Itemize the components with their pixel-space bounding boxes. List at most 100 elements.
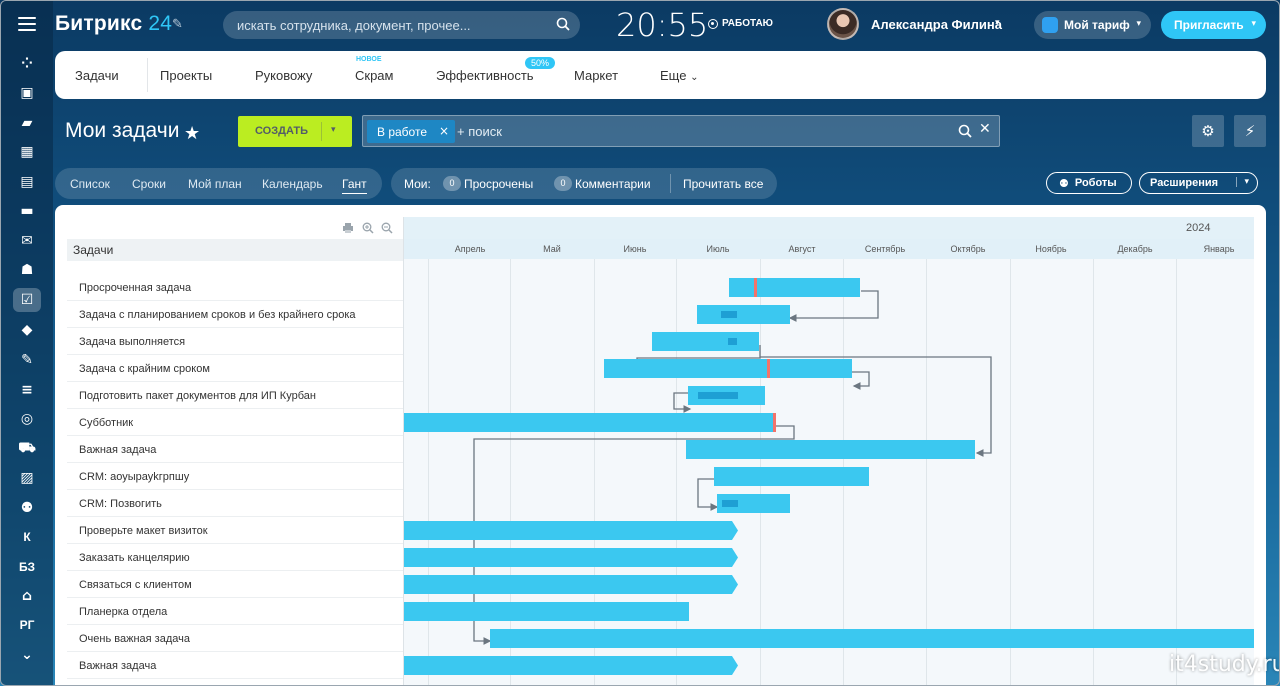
task-bar[interactable] <box>688 386 765 405</box>
task-row[interactable]: Планерка отдела <box>67 598 403 625</box>
pencil-icon[interactable]: ✎ <box>172 17 183 32</box>
zoom-out-icon[interactable] <box>381 222 393 234</box>
tab-scrum[interactable]: Скрам <box>355 68 394 83</box>
view-gantt[interactable]: Гант <box>342 177 367 194</box>
menu-burger-icon[interactable] <box>18 17 36 31</box>
robots-button[interactable]: ⚉ Роботы <box>1046 172 1132 194</box>
search-input[interactable] <box>237 11 547 39</box>
document-icon[interactable]: ▤ <box>20 174 34 190</box>
contacts-icon[interactable]: ▨ <box>20 470 34 486</box>
extensions-button[interactable]: Расширения ▾ <box>1139 172 1258 194</box>
gantt-splitter[interactable] <box>403 217 404 685</box>
bank-icon[interactable]: ⌂ <box>21 588 33 604</box>
cart-icon[interactable]: ⛟ <box>18 440 36 456</box>
task-row[interactable]: Задача с крайним сроком <box>67 355 403 382</box>
task-row[interactable]: Связаться с клиентом <box>67 571 403 598</box>
filter-tag[interactable]: В работе × <box>367 120 455 143</box>
task-bar[interactable] <box>652 332 759 351</box>
funnel-icon[interactable]: ≡ <box>21 382 33 398</box>
task-row[interactable]: Проверьте макет визиток <box>67 517 403 544</box>
task-bar[interactable] <box>729 278 860 297</box>
tab-efficiency[interactable]: Эффективность <box>436 68 534 83</box>
task-row[interactable]: Подготовить пакет документов для ИП Курб… <box>67 382 403 409</box>
task-row[interactable]: Важная задача <box>67 652 403 679</box>
calendar-icon[interactable]: ▦ <box>20 144 34 160</box>
task-bar[interactable] <box>404 413 776 432</box>
task-row[interactable]: Просроченная задача <box>67 274 403 301</box>
target-icon[interactable]: ◎ <box>20 411 34 427</box>
deadline-marker[interactable] <box>767 359 770 378</box>
task-row[interactable]: Заказать канцелярию <box>67 544 403 571</box>
sign-icon[interactable]: ✎ <box>21 352 33 368</box>
rail-rg-icon[interactable]: РГ <box>19 618 35 632</box>
tasks-column-header[interactable]: Задачи <box>67 239 403 261</box>
task-bar[interactable] <box>490 629 1254 648</box>
task-bar[interactable] <box>717 494 790 513</box>
tab-tasks[interactable]: Задачи <box>75 68 119 83</box>
task-bar[interactable] <box>404 521 738 540</box>
chevron-down-icon[interactable]: ▾ <box>995 18 1000 28</box>
brand-logo[interactable]: Битрикс 24 <box>55 12 172 36</box>
work-status[interactable]: РАБОТАЮ <box>708 18 773 29</box>
read-all-link[interactable]: Прочитать все <box>683 177 764 191</box>
invite-button[interactable]: Пригласить ▾ <box>1161 11 1266 39</box>
task-row[interactable]: Важная задача <box>67 436 403 463</box>
search-icon[interactable] <box>556 17 570 31</box>
mail-icon[interactable]: ✉ <box>21 233 33 249</box>
star-icon[interactable]: ★ <box>184 123 201 144</box>
clear-filter-icon[interactable]: ✕ <box>979 121 991 137</box>
tariff-button[interactable]: Мой тариф ▾ <box>1034 11 1151 39</box>
chevron-down-icon[interactable]: ▾ <box>331 125 336 135</box>
avatar[interactable] <box>827 8 859 40</box>
task-row[interactable]: Очень важная задача <box>67 625 403 652</box>
rail-kb-icon[interactable]: БЗ <box>19 560 35 574</box>
task-bar[interactable] <box>404 548 738 567</box>
filter-search-input[interactable] <box>457 116 937 146</box>
tab-manage[interactable]: Руковожу <box>255 68 313 83</box>
zoom-in-icon[interactable] <box>362 222 374 234</box>
task-bar[interactable] <box>697 305 790 324</box>
search-icon[interactable] <box>958 124 972 138</box>
task-row[interactable]: CRM: Позвогить <box>67 490 403 517</box>
task-row[interactable]: CRM: аоуырауkгрпшу <box>67 463 403 490</box>
tab-market[interactable]: Маркет <box>574 68 619 83</box>
robot-icon[interactable]: ⚉ <box>20 500 34 516</box>
task-row[interactable]: Задача выполняется <box>67 328 403 355</box>
view-list[interactable]: Список <box>70 177 110 191</box>
task-bar[interactable] <box>604 359 852 378</box>
deadline-marker[interactable] <box>754 278 757 297</box>
tab-projects[interactable]: Проекты <box>160 68 213 83</box>
print-icon[interactable] <box>342 222 354 234</box>
task-row[interactable]: Задача с планированием сроков и без край… <box>67 301 403 328</box>
tasks-icon[interactable]: ☑ <box>13 288 41 312</box>
box-icon[interactable]: ◆ <box>21 322 33 338</box>
chevron-down-icon[interactable]: ▾ <box>1236 177 1249 187</box>
feed-icon[interactable]: ⁘ <box>21 56 33 72</box>
news-icon[interactable]: ▣ <box>20 85 34 101</box>
overdue-filter[interactable]: Просрочены <box>464 177 534 191</box>
user-name[interactable]: Александра Филина <box>871 17 1002 32</box>
view-my-plan[interactable]: Мой план <box>188 177 242 191</box>
task-bar[interactable] <box>404 575 738 594</box>
more-down-icon[interactable]: ⌄ <box>21 647 33 663</box>
clock-time[interactable]: 20:55 <box>616 6 709 44</box>
task-bar[interactable] <box>404 602 689 621</box>
create-button[interactable]: СОЗДАТЬ ▾ <box>238 116 352 147</box>
rail-k-icon[interactable]: К <box>23 530 31 544</box>
task-bar[interactable] <box>714 467 869 486</box>
deadline-marker[interactable] <box>773 413 776 432</box>
drive-icon[interactable]: ▬ <box>20 203 34 219</box>
view-deadlines[interactable]: Сроки <box>132 177 166 191</box>
remove-tag-icon[interactable]: × <box>438 124 449 138</box>
settings-button[interactable]: ⚙ <box>1192 115 1224 147</box>
task-bar[interactable] <box>404 656 738 675</box>
employees-icon[interactable]: ☗ <box>20 262 34 278</box>
task-bar[interactable] <box>686 440 975 459</box>
comments-filter[interactable]: Комментарии <box>575 177 651 191</box>
automation-button[interactable]: ⚡ <box>1234 115 1266 147</box>
chat-icon[interactable]: ▰ <box>21 115 33 131</box>
view-calendar[interactable]: Календарь <box>262 177 323 191</box>
split-divider <box>321 122 322 141</box>
tab-more[interactable]: Еще ⌄ <box>660 68 698 83</box>
task-row[interactable]: Субботник <box>67 409 403 436</box>
